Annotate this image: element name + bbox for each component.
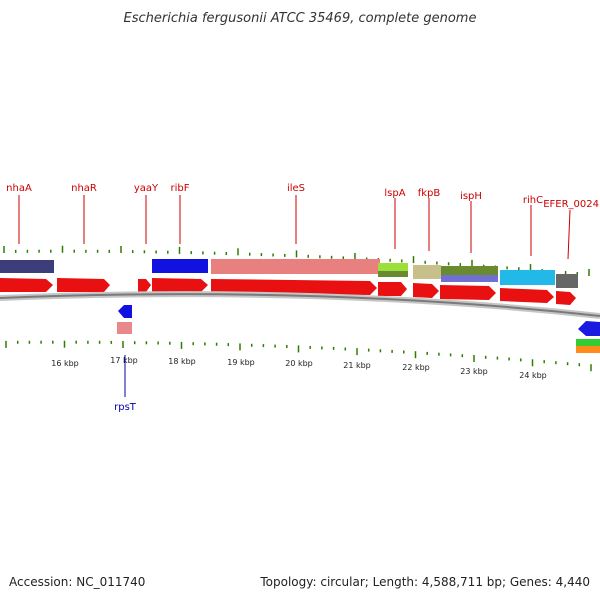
lower-tick-track [5, 340, 592, 372]
ileS-gene-arrow[interactable] [211, 279, 377, 295]
right-feature-green[interactable] [576, 339, 600, 346]
genome-summary: Topology: circular; Length: 4,588,711 bp… [259, 575, 590, 589]
ispH-cds-block-bottom[interactable] [441, 275, 498, 282]
gene-label-nhaR[interactable]: nhaR [71, 183, 97, 194]
gene-label-nhaA[interactable]: nhaA [6, 183, 32, 194]
gene-label-fkpB[interactable]: fkpB [418, 188, 441, 199]
nhaA-cds-block[interactable] [0, 260, 54, 273]
kbp-label: 16 kbp [51, 359, 79, 368]
kbp-label: 22 kbp [402, 363, 430, 372]
map-title: Escherichia fergusonii ATCC 35469, compl… [124, 11, 477, 26]
nhaA-gene-arrow[interactable] [0, 278, 53, 292]
ileS-cds-block[interactable] [211, 259, 380, 274]
rpsT-gene-arrow[interactable] [118, 305, 132, 318]
right-feature-orange[interactable] [576, 346, 600, 353]
nhaR-gene-arrow[interactable] [57, 278, 110, 292]
gene-label-EFER_0024[interactable]: EFER_0024 [543, 199, 599, 210]
gene-label-ispH[interactable]: ispH [460, 191, 482, 202]
gene-label-rihC[interactable]: rihC [523, 195, 543, 206]
accession-label: Accession: NC_011740 [9, 575, 145, 589]
gene-label-yaaY[interactable]: yaaY [134, 183, 159, 194]
reverse-gene-labels: rpsT [114, 355, 137, 413]
upper-tick-track [3, 245, 590, 276]
gene-label-rpsT[interactable]: rpsT [114, 402, 137, 413]
kbp-label: 24 kbp [519, 371, 547, 380]
gene-label-ileS[interactable]: ileS [287, 183, 305, 194]
yaaY-gene-arrow[interactable] [138, 279, 151, 292]
right-reverse-arrow[interactable] [578, 321, 600, 336]
ispH-cds-block-top[interactable] [441, 266, 498, 275]
kbp-label: 17 kbp [110, 356, 138, 365]
fkpB-cds-block[interactable] [413, 265, 441, 279]
rihC-gene-arrow[interactable] [500, 288, 554, 303]
ribF-cds-block[interactable] [152, 259, 208, 273]
forward-gene-arrows [0, 278, 576, 305]
lspA-gene-arrow[interactable] [378, 282, 407, 296]
gene-leader-line [567, 209, 571, 260]
cds-track [0, 259, 578, 288]
rpsT-cds-block[interactable] [117, 322, 132, 334]
lspA-cds-block-top[interactable] [378, 263, 408, 271]
EFER_0024-cds-block[interactable] [556, 274, 578, 288]
genome-backbone-edge [0, 293, 600, 317]
lspA-cds-block-bottom[interactable] [378, 271, 408, 277]
gene-label-ribF[interactable]: ribF [171, 183, 190, 194]
rihC-cds-block[interactable] [500, 270, 555, 285]
kbp-labels: 16 kbp 17 kbp 18 kbp 19 kbp 20 kbp 21 kb… [51, 356, 547, 380]
reverse-features [117, 305, 600, 353]
gene-label-lspA[interactable]: lspA [384, 188, 405, 199]
kbp-label: 21 kbp [343, 361, 371, 370]
kbp-label: 19 kbp [227, 358, 255, 367]
fkpB-gene-arrow[interactable] [413, 283, 439, 298]
ribF-gene-arrow[interactable] [152, 278, 208, 292]
kbp-label: 20 kbp [285, 359, 313, 368]
kbp-label: 23 kbp [460, 367, 488, 376]
forward-gene-labels: nhaA nhaR yaaY ribF ileS lspA fkpB ispH … [6, 183, 599, 260]
kbp-label: 18 kbp [168, 357, 196, 366]
ispH-gene-arrow[interactable] [440, 285, 496, 300]
EFER_0024-gene-arrow[interactable] [556, 291, 576, 305]
